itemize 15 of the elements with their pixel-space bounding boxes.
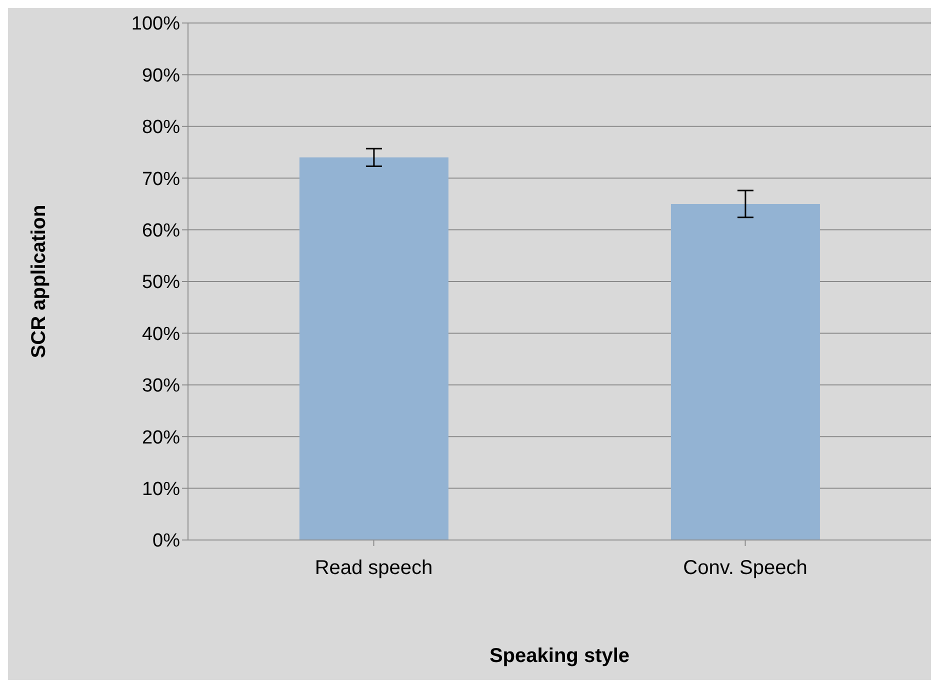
- y-tick-label: 0%: [152, 530, 180, 552]
- x-tick-label: Conv. Speech: [683, 557, 808, 580]
- y-axis-title: SCR application: [28, 204, 50, 358]
- y-tick-label: 60%: [142, 220, 180, 242]
- y-tick-label: 20%: [142, 427, 180, 448]
- y-tick-label: 90%: [142, 65, 180, 86]
- y-tick-label: 50%: [142, 272, 180, 294]
- x-axis-title: Speaking style: [489, 645, 630, 667]
- y-tick-label: 70%: [142, 168, 180, 190]
- y-tick-label: 100%: [131, 14, 180, 35]
- y-tick-label: 80%: [142, 117, 180, 138]
- y-tick-label: 10%: [142, 479, 180, 500]
- x-tick-label: Read speech: [314, 557, 433, 580]
- y-tick-label: 30%: [142, 376, 180, 397]
- y-tick-label: 40%: [142, 324, 180, 345]
